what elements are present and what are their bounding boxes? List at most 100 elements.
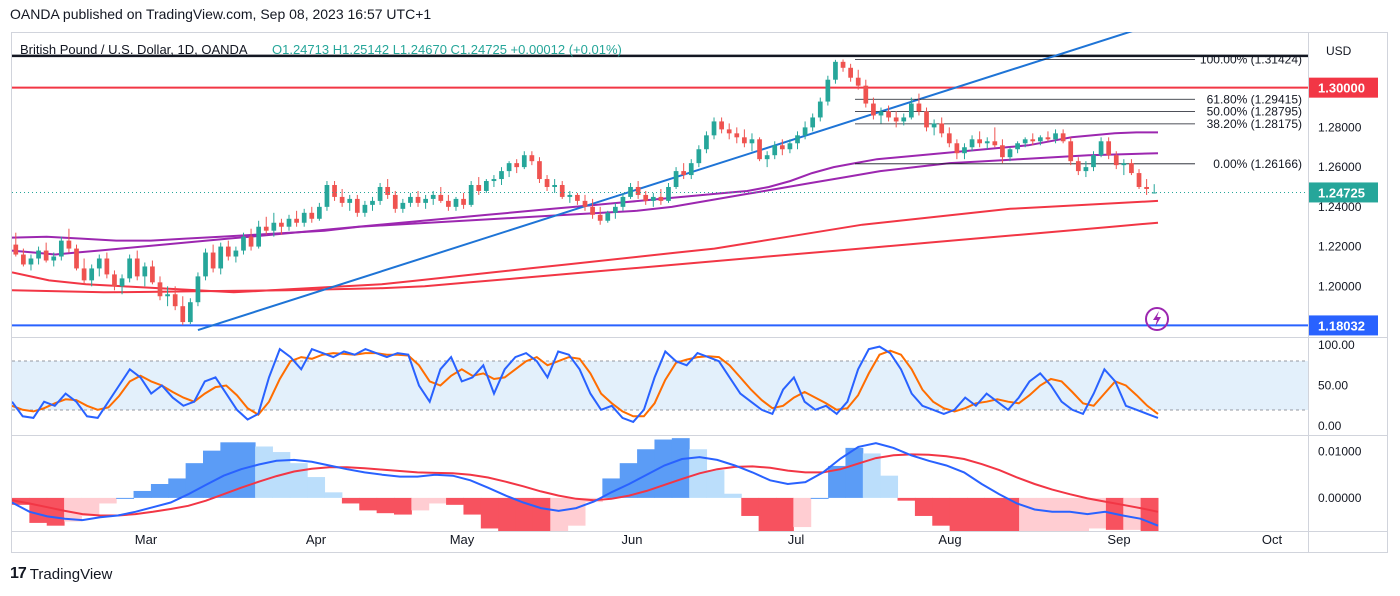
candle-body[interactable] — [863, 85, 869, 104]
candle-body[interactable] — [787, 143, 793, 150]
candle-body[interactable] — [347, 198, 353, 203]
candle-body[interactable] — [225, 246, 231, 257]
candle-body[interactable] — [112, 274, 117, 287]
candle-body[interactable] — [187, 302, 193, 323]
candle-body[interactable] — [400, 202, 406, 209]
candle-body[interactable] — [241, 236, 246, 251]
candle-body[interactable] — [1113, 155, 1119, 166]
candle-body[interactable] — [628, 186, 633, 197]
candle-body[interactable] — [992, 141, 998, 146]
candle-body[interactable] — [385, 186, 391, 195]
candle-body[interactable] — [119, 278, 125, 287]
candle-body[interactable] — [127, 258, 132, 279]
candle-body[interactable] — [673, 171, 679, 187]
candle-body[interactable] — [552, 185, 557, 187]
candle-body[interactable] — [1045, 137, 1051, 140]
candle-body[interactable] — [613, 206, 618, 213]
main-pane[interactable] — [11, 32, 1388, 553]
candle-body[interactable] — [1083, 167, 1089, 172]
candle-body[interactable] — [969, 139, 975, 148]
candle-body[interactable] — [150, 266, 155, 283]
candle-body[interactable] — [931, 123, 937, 128]
candle-body[interactable] — [74, 248, 79, 269]
candle-body[interactable] — [13, 244, 19, 255]
candle-body[interactable] — [218, 246, 224, 269]
candle-body[interactable] — [681, 171, 687, 176]
candle-body[interactable] — [165, 294, 170, 297]
candle-body[interactable] — [43, 250, 49, 261]
stochastic-pane[interactable] — [12, 345, 1159, 424]
candle-body[interactable] — [779, 145, 785, 150]
candle-body[interactable] — [620, 196, 626, 207]
candle-body[interactable] — [256, 226, 262, 247]
candle-body[interactable] — [142, 266, 148, 277]
candle-body[interactable] — [582, 200, 588, 207]
candle-body[interactable] — [666, 186, 671, 201]
candle-body[interactable] — [157, 282, 163, 297]
candle-body[interactable] — [977, 139, 983, 144]
candle-body[interactable] — [438, 194, 444, 201]
candle-body[interactable] — [840, 61, 846, 68]
candle-body[interactable] — [324, 185, 330, 207]
candle-body[interactable] — [658, 196, 664, 201]
candle-body[interactable] — [499, 171, 504, 180]
candle-body[interactable] — [704, 135, 709, 150]
candle-body[interactable] — [711, 121, 717, 136]
candle-body[interactable] — [468, 185, 474, 205]
candle-body[interactable] — [719, 121, 724, 130]
candle-body[interactable] — [66, 240, 72, 249]
candle-body[interactable] — [317, 206, 322, 219]
candle-body[interactable] — [1000, 145, 1005, 158]
candle-body[interactable] — [81, 268, 87, 281]
candle-body[interactable] — [559, 185, 565, 197]
candle-body[interactable] — [635, 186, 641, 195]
candle-body[interactable] — [521, 155, 527, 168]
candle-body[interactable] — [1151, 192, 1157, 194]
candle-body[interactable] — [1075, 161, 1081, 172]
candle-body[interactable] — [939, 123, 945, 134]
candle-body[interactable] — [233, 250, 239, 257]
candle-body[interactable] — [764, 155, 770, 160]
candle-body[interactable] — [51, 256, 57, 261]
candle-body[interactable] — [1098, 141, 1104, 156]
candle-body[interactable] — [825, 79, 831, 102]
candle-body[interactable] — [1060, 133, 1066, 142]
currency-label[interactable]: USD — [1326, 44, 1352, 58]
candle-body[interactable] — [294, 218, 299, 223]
candle-body[interactable] — [104, 258, 110, 275]
candle-body[interactable] — [855, 77, 861, 86]
candle-body[interactable] — [415, 196, 421, 203]
candle-body[interactable] — [817, 101, 823, 118]
candle-body[interactable] — [1030, 139, 1036, 142]
lightning-icon[interactable] — [1145, 307, 1169, 331]
candle-body[interactable] — [332, 185, 337, 197]
candle-body[interactable] — [916, 103, 922, 112]
candle-body[interactable] — [203, 252, 208, 277]
candle-body[interactable] — [1121, 163, 1127, 166]
candle-body[interactable] — [377, 186, 383, 201]
candle-body[interactable] — [392, 194, 398, 209]
candle-body[interactable] — [643, 194, 649, 201]
candle-body[interactable] — [544, 179, 550, 187]
candle-body[interactable] — [134, 258, 140, 277]
candle-body[interactable] — [354, 198, 360, 213]
candle-body[interactable] — [286, 218, 292, 227]
candle-body[interactable] — [688, 163, 694, 176]
candle-body[interactable] — [271, 222, 277, 231]
candle-body[interactable] — [461, 198, 466, 205]
candle-body[interactable] — [1144, 186, 1149, 189]
candle-body[interactable] — [749, 139, 755, 144]
candle-body[interactable] — [248, 236, 254, 247]
tradingview-logo[interactable]: 17 TradingView — [10, 565, 112, 583]
candle-body[interactable] — [954, 143, 960, 154]
candle-body[interactable] — [962, 147, 967, 154]
candle-body[interactable] — [742, 137, 747, 144]
candle-body[interactable] — [408, 196, 413, 203]
candle-body[interactable] — [483, 181, 489, 191]
candle-body[interactable] — [301, 212, 307, 223]
candle-body[interactable] — [1129, 163, 1134, 174]
candle-body[interactable] — [924, 111, 929, 128]
candle-body[interactable] — [21, 254, 26, 265]
candle-body[interactable] — [833, 61, 838, 80]
price-pane[interactable] — [12, 24, 1308, 331]
